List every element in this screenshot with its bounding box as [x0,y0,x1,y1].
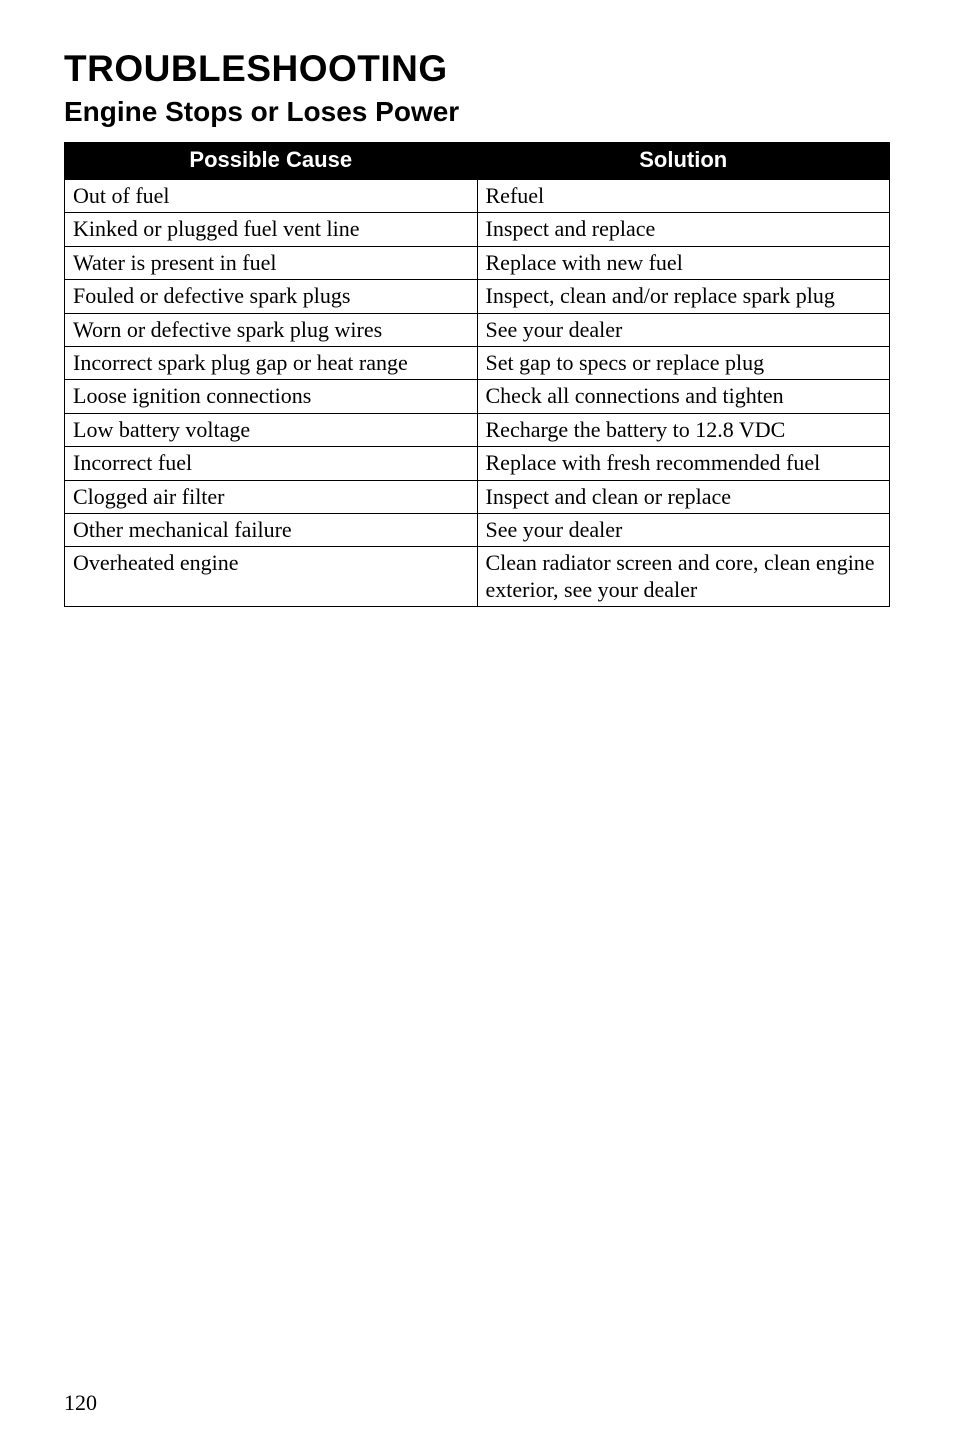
cell-solution: Replace with new fuel [477,246,890,279]
table-row: Water is present in fuel Replace with ne… [65,246,890,279]
table-header-row: Possible Cause Solution [65,143,890,180]
cell-solution: Set gap to specs or replace plug [477,346,890,379]
section-title: Engine Stops or Loses Power [64,96,890,128]
table-row: Fouled or defective spark plugs Inspect,… [65,280,890,313]
cell-cause: Clogged air filter [65,480,478,513]
cell-solution: See your dealer [477,513,890,546]
cell-cause: Other mechanical failure [65,513,478,546]
cell-cause: Loose ignition connections [65,380,478,413]
cell-solution: Replace with fresh recommended fuel [477,447,890,480]
col-header-cause: Possible Cause [65,143,478,180]
table-row: Out of fuel Refuel [65,180,890,213]
table-row: Kinked or plugged fuel vent line Inspect… [65,213,890,246]
cell-solution: Recharge the battery to 12.8 VDC [477,413,890,446]
cell-solution: See your dealer [477,313,890,346]
cell-cause: Overheated engine [65,547,478,607]
table-row: Other mechanical failure See your dealer [65,513,890,546]
cell-cause: Low battery voltage [65,413,478,446]
table-row: Incorrect spark plug gap or heat range S… [65,346,890,379]
page-number: 120 [64,1390,97,1416]
table-row: Incorrect fuel Replace with fresh recomm… [65,447,890,480]
table-row: Loose ignition connections Check all con… [65,380,890,413]
table-row: Overheated engine Clean radiator screen … [65,547,890,607]
cell-solution: Inspect and replace [477,213,890,246]
table-row: Clogged air filter Inspect and clean or … [65,480,890,513]
cell-solution: Refuel [477,180,890,213]
cell-cause: Out of fuel [65,180,478,213]
cell-cause: Incorrect fuel [65,447,478,480]
page-title: TROUBLESHOOTING [64,48,890,90]
col-header-solution: Solution [477,143,890,180]
cell-cause: Worn or defective spark plug wires [65,313,478,346]
cell-cause: Water is present in fuel [65,246,478,279]
cell-solution: Check all connections and tighten [477,380,890,413]
table-row: Worn or defective spark plug wires See y… [65,313,890,346]
cell-cause: Fouled or defective spark plugs [65,280,478,313]
cell-cause: Kinked or plugged fuel vent line [65,213,478,246]
cell-solution: Inspect and clean or replace [477,480,890,513]
cell-solution: Clean radiator screen and core, clean en… [477,547,890,607]
troubleshooting-table: Possible Cause Solution Out of fuel Refu… [64,142,890,607]
cell-cause: Incorrect spark plug gap or heat range [65,346,478,379]
table-row: Low battery voltage Recharge the battery… [65,413,890,446]
cell-solution: Inspect, clean and/or replace spark plug [477,280,890,313]
